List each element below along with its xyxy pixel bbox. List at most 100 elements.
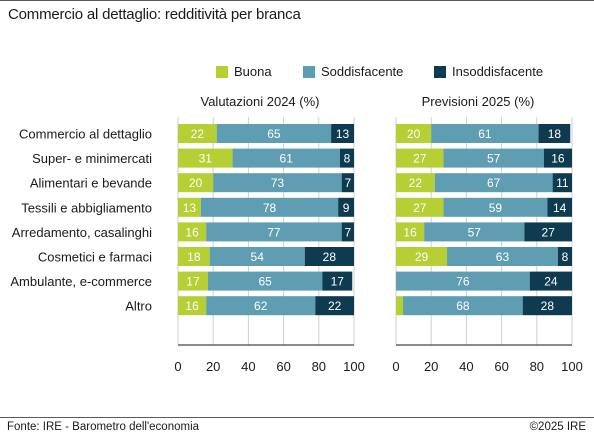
panel-2-data-label-cosmetici-e-farmaci-soddisfacente: 63 [496,250,510,264]
panel-2-data-label-arredamento-casalinghi-buona: 16 [403,225,417,239]
panel-1-data-label-super-e-minimercati-insoddisfacente: 8 [344,152,351,166]
top-rule [0,0,594,1]
panel-2-bar-tessili-e-abbigliamento-buona [396,197,444,217]
panel-1-data-label-ambulante-e-commerce-buona: 17 [186,275,200,289]
panel-1-bar-super-e-minimercati-soddisfacente [232,148,340,168]
panel-1-bar-arredamento-casalinghi-insoddisfacente [341,222,354,242]
panel-1-tick-label-0: 0 [174,359,181,374]
panel-2-bar-alimentari-e-bevande-insoddisfacente [552,173,572,193]
category-label-cosmetici-e-farmaci: Cosmetici e farmaci [38,250,152,265]
panel-1-bar-tessili-e-abbigliamento-insoddisfacente [338,197,354,217]
panel-1-bar-cosmetici-e-farmaci-insoddisfacente [304,247,354,266]
panel-2-tick-label-20: 20 [424,359,438,374]
legend-label-buona: Buona [234,64,272,79]
panel-2-tick-label-100: 100 [561,359,583,374]
panel-2-data-label-commercio-al-dettaglio-buona: 20 [407,127,421,141]
panel-1-data-label-ambulante-e-commerce-insoddisfacente: 17 [331,275,345,289]
panel-1-data-label-arredamento-casalinghi-insoddisfacente: 7 [344,225,351,239]
panel-1-data-label-tessili-e-abbigliamento-soddisfacente: 78 [263,201,277,215]
panel-2-bar-alimentari-e-bevande-buona [396,173,435,193]
chart-area: Commercio al dettaglio Super- e minimerca… [10,94,583,374]
panel-1-bar-tessili-e-abbigliamento-buona [178,197,201,217]
panel-1-bar-cosmetici-e-farmaci-soddisfacente [209,247,305,266]
panel-2-data-label-commercio-al-dettaglio-insoddisfacente: 18 [548,127,562,141]
panel-1-data-label-commercio-al-dettaglio-soddisfacente: 65 [267,127,281,141]
panel-1-bar-arredamento-casalinghi-buona [178,222,207,242]
panel-2-data-label-alimentari-e-bevande-soddisfacente: 67 [487,176,501,190]
panel-2-data-label-arredamento-casalinghi-insoddisfacente: 27 [542,225,556,239]
legend-swatch-soddisfacente [303,65,315,78]
panel-1-data-label-super-e-minimercati-soddisfacente: 61 [280,152,294,166]
panel-2-data-label-alimentari-e-bevande-buona: 22 [409,176,423,190]
panel-1-bar-alimentari-e-bevande-buona [178,173,214,193]
panel-2-bar-super-e-minimercati-soddisfacente [443,148,544,168]
panel-2-bar-altro-insoddisfacente [522,296,572,316]
panel-1-bar-arredamento-casalinghi-soddisfacente [206,222,342,242]
panel-2-data-label-arredamento-casalinghi-soddisfacente: 57 [468,225,482,239]
footer-rule [0,417,594,418]
panel-1-data-label-ambulante-e-commerce-soddisfacente: 65 [258,275,272,289]
panel-1-bar-commercio-al-dettaglio-buona [178,124,217,143]
panel-2-bar-arredamento-casalinghi-soddisfacente [424,222,525,242]
panel-2-bar-super-e-minimercati-insoddisfacente [543,148,572,168]
panel-2-data-label-alimentari-e-bevande-insoddisfacente: 11 [556,176,569,190]
panel-2-tick-label-60: 60 [494,359,508,374]
panel-1-bar-ambulante-e-commerce-insoddisfacente [322,271,353,291]
panel-1-title: Valutazioni 2024 (%) [201,94,320,109]
panel-1-bar-altro-soddisfacente [206,296,316,316]
panel-2-data-label-tessili-e-abbigliamento-buona: 27 [413,201,427,215]
panel-1-data-label-altro-insoddisfacente: 22 [328,299,342,313]
chart-title: Commercio al dettaglio: redditività per … [8,6,301,23]
panel-2-data-label-tessili-e-abbigliamento-insoddisfacente: 14 [553,201,567,215]
panel-2-bar-altro-soddisfacente [403,296,523,316]
panel-2-data-label-commercio-al-dettaglio-soddisfacente: 61 [478,127,492,141]
panel-1-bar-cosmetici-e-farmaci-buona [178,247,210,266]
category-label-commercio-al-dettaglio: Commercio al dettaglio [19,127,152,142]
panel-2-bar-alimentari-e-bevande-soddisfacente [434,173,553,193]
panel-2-bar-cosmetici-e-farmaci-soddisfacente [447,247,558,266]
panel-2-bar-ambulante-e-commerce-insoddisfacente [529,271,572,291]
panel-2-title: Previsioni 2025 (%) [422,94,535,109]
panel-1-data-label-altro-buona: 16 [185,299,199,313]
panel-1-tick-label-80: 80 [312,359,326,374]
panel-2-bar-cosmetici-e-farmaci-insoddisfacente [557,247,572,266]
panel-1-bar-super-e-minimercati-insoddisfacente [339,148,354,168]
panel-2-data-label-altro-soddisfacente: 68 [456,299,470,313]
panel-2-bar-ambulante-e-commerce-soddisfacente [396,271,530,291]
panel-2-bar-arredamento-casalinghi-insoddisfacente [524,222,572,242]
category-label-altro: Altro [125,299,152,314]
legend-swatch-buona [216,65,228,78]
panel-1-bar-ambulante-e-commerce-buona [178,271,208,291]
panel-1-data-label-cosmetici-e-farmaci-insoddisfacente: 28 [323,250,337,264]
panel-2-data-label-super-e-minimercati-soddisfacente: 57 [487,152,501,166]
panel-1-data-label-arredamento-casalinghi-soddisfacente: 77 [267,225,281,239]
panel-1-tick-label-100: 100 [343,359,365,374]
panel-1-data-label-tessili-e-abbigliamento-insoddisfacente: 9 [343,201,350,215]
panel-2-data-label-super-e-minimercati-buona: 27 [413,152,427,166]
panel-2-bar-commercio-al-dettaglio-soddisfacente [431,124,539,143]
legend-item-buona: Buona [216,64,272,79]
panel-2-data-label-super-e-minimercati-insoddisfacente: 16 [551,152,565,166]
panel-2-data-label-cosmetici-e-farmaci-insoddisfacente: 8 [562,250,569,264]
panel-1-data-label-cosmetici-e-farmaci-buona: 18 [187,250,201,264]
panel-2-bar-altro-buona [396,296,404,316]
panel-2-tick-label-80: 80 [530,359,544,374]
legend: Buona Soddisfacente Insoddisfacente [0,64,594,82]
panel-1-data-label-altro-soddisfacente: 62 [254,299,268,313]
panel-2-data-label-ambulante-e-commerce-soddisfacente: 76 [456,275,470,289]
category-label-alimentari-e-bevande: Alimentari e bevande [30,176,152,191]
panel-1-bar-super-e-minimercati-buona [178,148,233,168]
panel-1-data-label-alimentari-e-bevande-soddisfacente: 73 [271,176,285,190]
legend-label-insoddisfacente: Insoddisfacente [452,64,544,79]
panel-2-tick-label-40: 40 [459,359,473,374]
panel-2-bar-cosmetici-e-farmaci-buona [396,247,448,266]
legend-item-soddisfacente: Soddisfacente [303,64,403,79]
panel-1-bar-commercio-al-dettaglio-soddisfacente [216,124,332,143]
panel-1-bar-tessili-e-abbigliamento-soddisfacente [200,197,339,217]
panel-1-tick-label-20: 20 [206,359,220,374]
category-label-tessili-e-abbigliamento: Tessili e abbigliamento [21,200,152,215]
panel-1-data-label-alimentari-e-bevande-buona: 20 [189,176,203,190]
source-note: Fonte: IRE - Barometro dell'economia [7,421,200,433]
panel-1-bar-ambulante-e-commerce-soddisfacente [207,271,323,291]
panel-2-bar-tessili-e-abbigliamento-soddisfacente [443,197,548,217]
